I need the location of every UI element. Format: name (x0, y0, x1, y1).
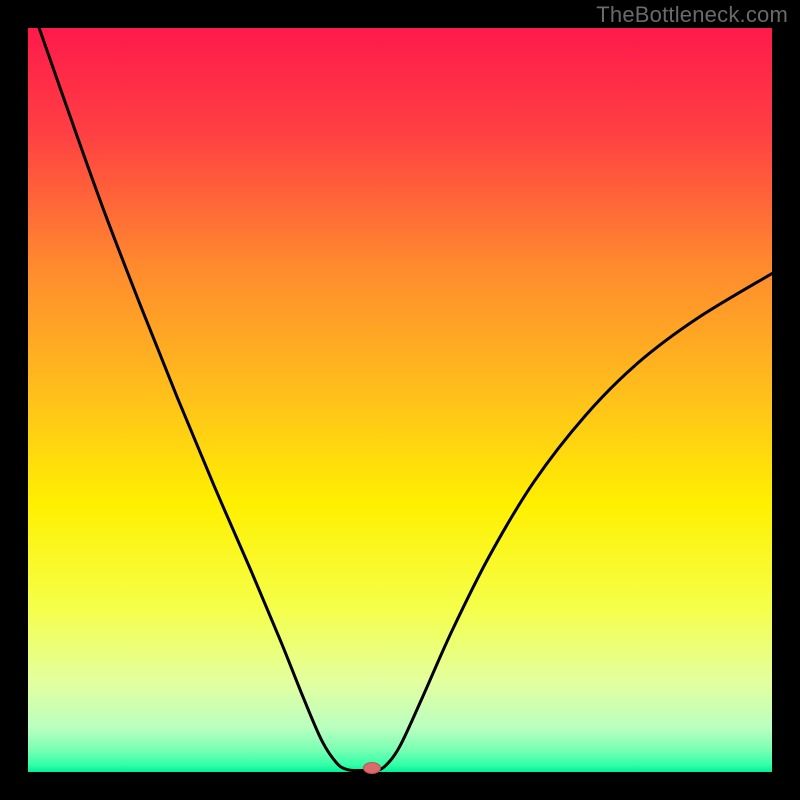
plot-frame (28, 28, 772, 772)
optimum-marker (363, 762, 381, 774)
watermark-text: TheBottleneck.com (596, 2, 788, 28)
bottleneck-curve-svg (28, 28, 772, 772)
bottleneck-curve-path (39, 28, 772, 771)
